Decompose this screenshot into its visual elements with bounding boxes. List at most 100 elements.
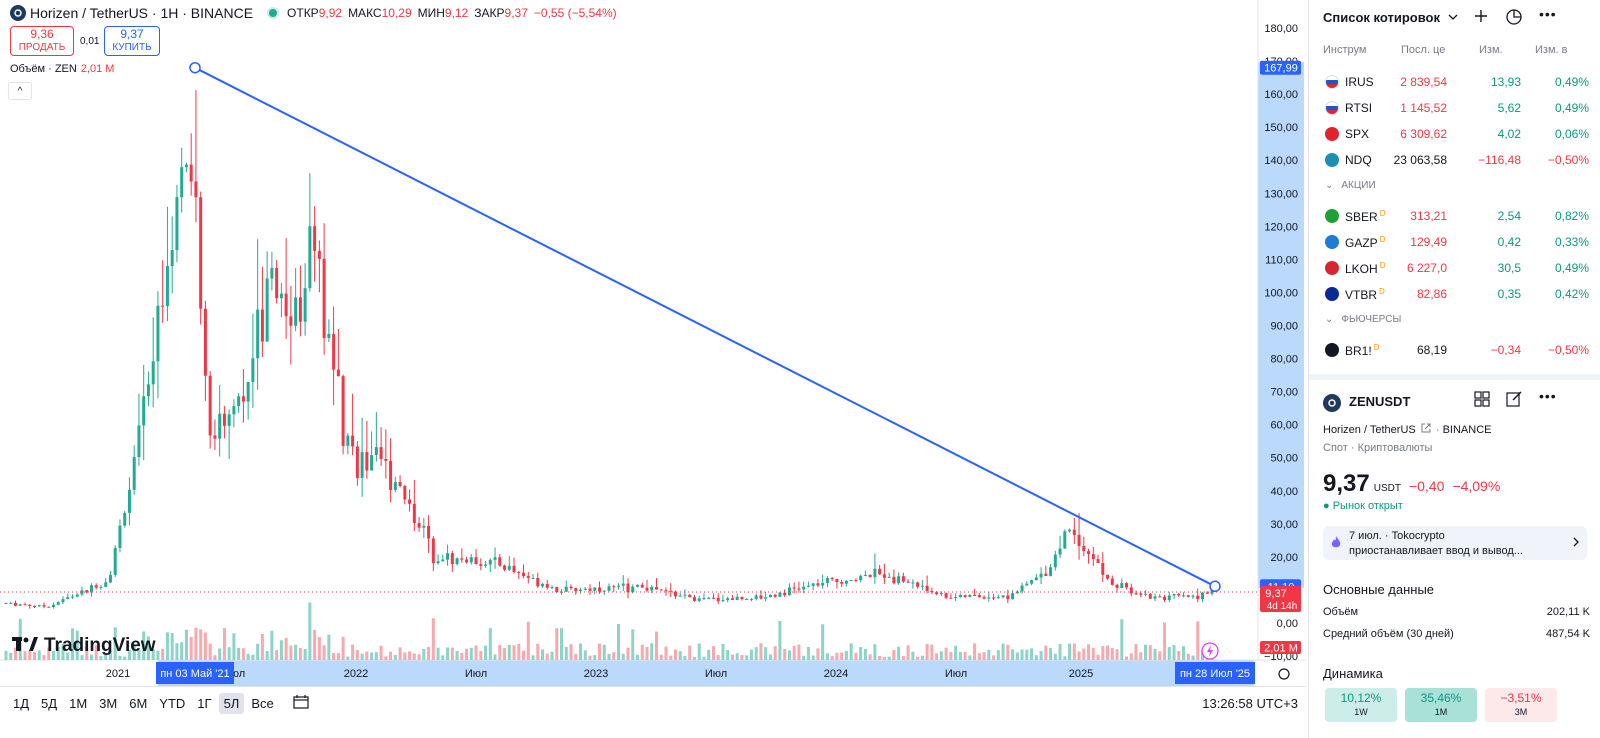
volume-bar <box>298 647 302 660</box>
volume-bar <box>94 645 98 660</box>
col-last[interactable]: Посл. це <box>1401 44 1446 56</box>
row-change: 30,5 <box>1497 261 1521 275</box>
fundamentals-title[interactable]: Основные данные <box>1323 582 1435 597</box>
watchlist-row-vtbr[interactable]: VTBR D 82,86 0,35 0,42% <box>1309 281 1600 307</box>
candle-body <box>697 598 701 601</box>
volume-tag: 2,01 M <box>1264 643 1298 655</box>
buy-button[interactable]: 9,37 КУПИТЬ <box>104 26 160 56</box>
watchlist-row-irus[interactable]: IRUS 2 839,54 13,93 0,49% <box>1309 69 1600 95</box>
candle-body <box>208 375 212 436</box>
col-change-pct[interactable]: Изм. в <box>1535 44 1568 56</box>
watchlist-section-section_stocks[interactable]: ⌄ АКЦИИ <box>1325 180 1376 191</box>
volume-bar <box>716 655 720 660</box>
perf-3m[interactable]: −3,51% 3M <box>1485 688 1557 722</box>
timeframe-1d[interactable]: 1Д <box>13 696 30 711</box>
volume-bar <box>408 651 412 660</box>
candle-body <box>925 585 929 592</box>
more-options-icon[interactable]: ••• <box>1539 388 1557 404</box>
candle-body <box>745 599 749 601</box>
price-tag-high-bg <box>1260 60 1301 75</box>
add-symbol-icon[interactable] <box>1473 8 1489 29</box>
date-range-icon[interactable] <box>287 691 315 716</box>
candle-body <box>849 579 853 581</box>
watchlist-row-sber[interactable]: SBER D 313,21 2,54 0,82% <box>1309 203 1600 229</box>
candle-body <box>398 482 402 487</box>
volume-bar <box>1106 645 1110 660</box>
candle-body <box>920 585 924 587</box>
details-price-row: 9,37 USDT −0,40 −4,09% <box>1323 470 1500 498</box>
col-change[interactable]: Изм. <box>1479 44 1503 56</box>
volume-bar <box>161 648 165 660</box>
watchlist-row-br1[interactable]: BR1! D 68,19 −0,34 −0,50% <box>1309 337 1600 363</box>
timeframe-all[interactable]: Все <box>251 696 274 711</box>
watchlist-row-spx[interactable]: SPX 6 309,62 4,02 0,06% <box>1309 121 1600 147</box>
candle-body <box>868 574 872 578</box>
candle-body <box>916 582 920 587</box>
symbol-title[interactable]: Horizen / TetherUS · 1H · BINANCE <box>30 5 254 21</box>
buy-label: КУПИТЬ <box>112 42 152 53</box>
panel-divider[interactable] <box>1309 374 1600 380</box>
candle-body <box>1001 595 1005 598</box>
ohlc-open-value: 9,92 <box>318 6 343 20</box>
volume-bar <box>588 655 592 660</box>
timeframe-1m[interactable]: 1М <box>69 696 88 711</box>
candle-body <box>688 594 692 598</box>
timeframe-3m[interactable]: 3М <box>99 696 118 711</box>
candle-body <box>37 605 41 607</box>
volume-bar <box>873 644 877 660</box>
news-card[interactable]: 7 июл. · Tokocrypto приостанавливает вво… <box>1323 526 1587 560</box>
details-symbol[interactable]: ZENUSDT <box>1349 394 1411 409</box>
candle-body <box>94 585 98 588</box>
advanced-view-icon[interactable] <box>1505 8 1523 31</box>
sell-button[interactable]: 9,36 ПРОДАТЬ <box>10 26 74 56</box>
more-options-icon[interactable]: ••• <box>1539 6 1557 22</box>
clock[interactable]: 13:26:58 UTC+3 <box>1202 696 1298 711</box>
candle-body <box>598 587 602 592</box>
collapse-legend-button[interactable]: ^ <box>8 82 32 100</box>
tradingview-logo[interactable]: TradingView <box>12 634 156 657</box>
volume-bar <box>1053 653 1057 660</box>
watchlist-row-rtsi[interactable]: RTSI 1 145,52 5,62 0,49% <box>1309 95 1600 121</box>
volume-bar <box>859 646 863 660</box>
timeframe-6m[interactable]: 6М <box>129 696 148 711</box>
volume-bar <box>897 646 901 660</box>
volume-bar <box>227 647 231 660</box>
external-link-icon[interactable] <box>1421 423 1434 436</box>
candle-body <box>982 597 986 599</box>
edit-icon[interactable] <box>1505 390 1523 413</box>
candle-body <box>911 582 915 584</box>
candle-body <box>792 587 796 589</box>
perf-1m[interactable]: 35,46% 1M <box>1405 688 1477 722</box>
candle-body <box>522 572 526 577</box>
perf-1w[interactable]: 10,12% 1W <box>1325 688 1397 722</box>
volume-bar <box>75 630 79 660</box>
timeframe-ytd[interactable]: YTD <box>159 696 186 711</box>
price-chart[interactable]: 180,00170,00160,00150,00140,00130,00120,… <box>0 0 1306 686</box>
volume-bar <box>759 643 763 660</box>
chart-pane[interactable]: 180,00170,00160,00150,00140,00130,00120,… <box>0 0 1306 686</box>
candle-body <box>75 594 79 597</box>
volume-bar <box>1191 655 1195 660</box>
timeframe-1y[interactable]: 1Г <box>197 696 212 711</box>
volume-bar <box>792 645 796 660</box>
volume-bar <box>436 647 440 660</box>
col-instrument[interactable]: Инструм <box>1323 44 1367 56</box>
row-d-marker: D <box>1379 287 1385 296</box>
watchlist-row-ndq[interactable]: NDQ 23 063,58 −116,48 −0,50% <box>1309 147 1600 173</box>
volume-bar <box>702 656 706 660</box>
timeframe-5y[interactable]: 5Л <box>218 693 245 714</box>
details-fullname-text[interactable]: Horizen / TetherUS <box>1323 424 1416 436</box>
timeframe-5d[interactable]: 5Д <box>41 696 58 711</box>
dynamics-title[interactable]: Динамика <box>1323 666 1383 681</box>
watchlist-title[interactable]: Список котировок <box>1323 10 1458 25</box>
layout-icon[interactable] <box>1473 390 1491 413</box>
watchlist-row-lkoh[interactable]: LKOH D 6 227,0 30,5 0,49% <box>1309 255 1600 281</box>
volume-bar <box>612 652 616 660</box>
volume-bar <box>635 654 639 660</box>
tradingview-logo-text: TradingView <box>44 634 156 656</box>
watchlist-row-gazp[interactable]: GAZP D 129,49 0,42 0,33% <box>1309 229 1600 255</box>
volume-bar <box>982 652 986 660</box>
volume-bar <box>564 647 568 660</box>
watchlist-section-section_futures[interactable]: ⌄ ФЬЮЧЕРСЫ <box>1325 314 1402 325</box>
volume-legend[interactable]: Объём · ZEN 2,01 M <box>10 63 114 75</box>
